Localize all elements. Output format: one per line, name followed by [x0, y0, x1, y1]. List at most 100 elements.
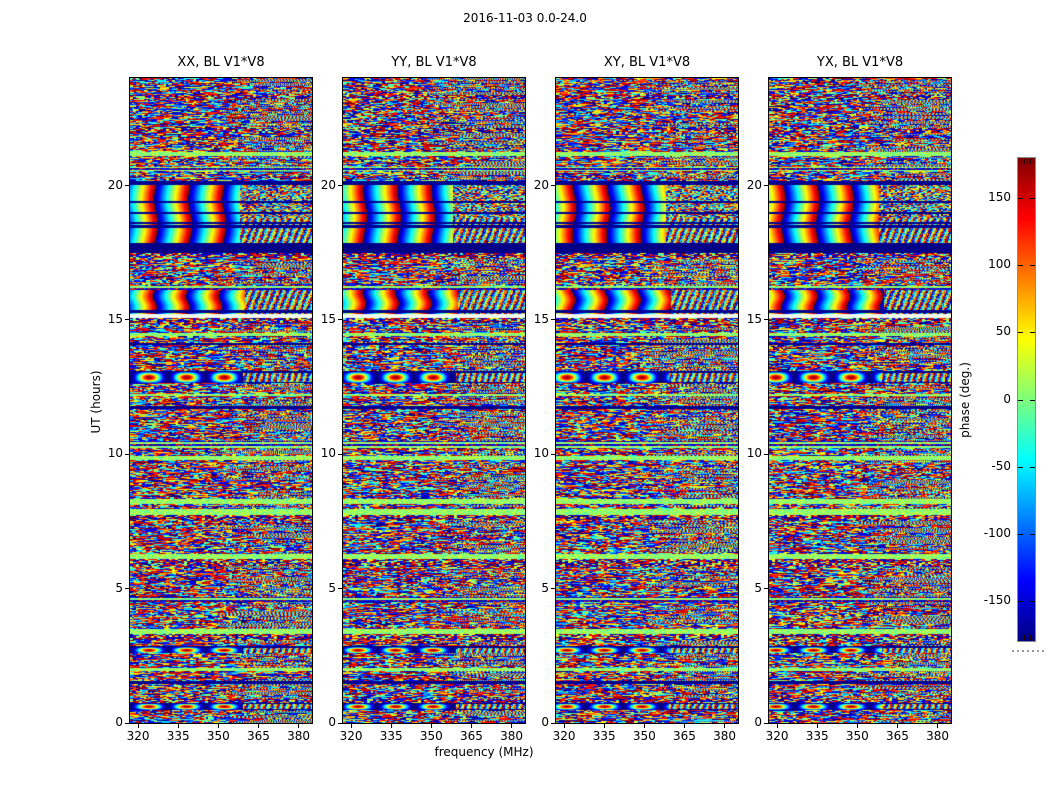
x-tick-label: 320 [765, 729, 789, 743]
y-tick-label: 0 [328, 715, 336, 729]
y-tick-label: 10 [320, 446, 336, 461]
colorbar-bottom-hatch [1027, 635, 1028, 640]
colorbar-tick-label: 0 [1003, 391, 1011, 406]
colorbar-tick-left [1018, 533, 1023, 535]
y-tickmark [338, 453, 342, 455]
x-tickmark [298, 724, 300, 728]
y-tick-label: 20 [746, 177, 762, 192]
panel-title-YX: YX, BL V1*V8 [816, 55, 904, 70]
x-tickmark [430, 724, 432, 728]
y-tickmark [764, 722, 768, 724]
x-tick-label: 365 [247, 729, 270, 743]
y-tick-label: 0 [754, 715, 762, 729]
colorbar-top-hatch [1033, 159, 1034, 164]
colorbar-tick-label: 50 [995, 324, 1011, 339]
colorbar-tick-left [1018, 332, 1023, 334]
y-tick-label: 15 [320, 311, 336, 326]
y-tickmark [551, 722, 555, 724]
y-tick-label: 5 [541, 580, 549, 595]
y-tick-label: 10 [107, 446, 123, 461]
colorbar-tick-left [1018, 399, 1023, 401]
x-tickmark [257, 724, 259, 728]
colorbar-label: phase (deg.) [958, 362, 972, 438]
x-tickmark [390, 724, 392, 728]
panel-title-XY: XY, BL V1*V8 [603, 55, 691, 70]
colorbar-tick-right [1030, 533, 1035, 535]
x-tick-label: 380 [713, 729, 737, 743]
colorbar-top-hatch [1024, 159, 1025, 164]
y-tickmark [125, 185, 129, 186]
colorbar-tick-left [1018, 198, 1023, 200]
x-tickmark [816, 724, 818, 728]
colorbar-tick-left [1018, 600, 1023, 602]
heatmap-panel-YX [768, 77, 952, 724]
colorbar-tick-right [1030, 198, 1035, 200]
x-tick-label: 350 [845, 729, 869, 743]
x-tick-label: 350 [419, 729, 443, 743]
colorbar-tick-right [1030, 265, 1035, 267]
colorbar-tick-left [1018, 466, 1023, 468]
y-tickmark [764, 319, 768, 321]
colorbar-tick-right [1030, 399, 1035, 401]
x-tickmark [563, 724, 565, 728]
y-tickmark [764, 453, 768, 455]
colorbar-tick-left [1018, 265, 1023, 267]
y-tick-label: 0 [115, 715, 123, 729]
colorbar-top-hatch [1030, 159, 1031, 164]
x-tick-label: 335 [166, 729, 190, 743]
x-tickmark [217, 724, 219, 728]
x-tickmark [603, 724, 605, 728]
y-tickmark [551, 185, 555, 186]
phase-heatmap-canvas-XX [130, 78, 312, 723]
colorbar-bottom-hatch [1030, 635, 1031, 640]
x-tickmark [177, 724, 179, 728]
x-axis-label: frequency (MHz) [434, 745, 534, 759]
y-tick-label: 15 [107, 311, 123, 326]
y-tick-label: 10 [746, 446, 762, 461]
y-tick-label: 15 [533, 311, 549, 326]
phase-heatmap-canvas-YY [343, 78, 525, 723]
x-tick-label: 365 [886, 729, 909, 743]
x-tick-label: 380 [287, 729, 311, 743]
colorbar-tick-label: 150 [988, 190, 1011, 205]
phase-heatmap-canvas-YX [769, 78, 951, 723]
x-tickmark [937, 724, 939, 728]
x-tick-label: 335 [592, 729, 616, 743]
colorbar-tick-label: 100 [988, 257, 1011, 272]
x-tick-label: 335 [805, 729, 829, 743]
x-tickmark [643, 724, 645, 728]
y-tick-label: 20 [533, 177, 549, 192]
colorbar-tick-right [1030, 466, 1035, 468]
x-tickmark [724, 724, 726, 728]
colorbar-bottom-hatch [1033, 635, 1034, 640]
y-tick-label: 5 [115, 580, 123, 595]
x-tickmark [683, 724, 685, 728]
colorbar-gradient [1017, 157, 1036, 642]
figure-title: 2016-11-03 0.0-24.0 [463, 11, 587, 25]
heatmap-panel-YY [342, 77, 526, 724]
y-tick-label: 20 [107, 177, 123, 192]
y-tickmark [551, 319, 555, 321]
panel-title-YY: YY, BL V1*V8 [391, 55, 477, 70]
y-tickmark [125, 722, 129, 724]
heatmap-panel-XY [555, 77, 739, 724]
colorbar-bottom-hatch [1021, 635, 1022, 640]
y-tickmark [764, 185, 768, 186]
x-tickmark [511, 724, 513, 728]
panel-title-XX: XX, BL V1*V8 [177, 55, 265, 70]
phase-heatmap-canvas-XY [556, 78, 738, 723]
x-tickmark [776, 724, 778, 728]
x-tick-label: 320 [339, 729, 363, 743]
y-tick-label: 10 [533, 446, 549, 461]
y-tickmark [338, 319, 342, 321]
y-tickmark [125, 319, 129, 321]
y-tick-label: 20 [320, 177, 336, 192]
x-tick-label: 335 [379, 729, 403, 743]
x-tick-label: 350 [206, 729, 230, 743]
x-tickmark [350, 724, 352, 728]
y-tick-label: 5 [328, 580, 336, 595]
colorbar-tick-right [1030, 600, 1035, 602]
x-tickmark [856, 724, 858, 728]
colorbar-extend-dots [1012, 650, 1046, 652]
